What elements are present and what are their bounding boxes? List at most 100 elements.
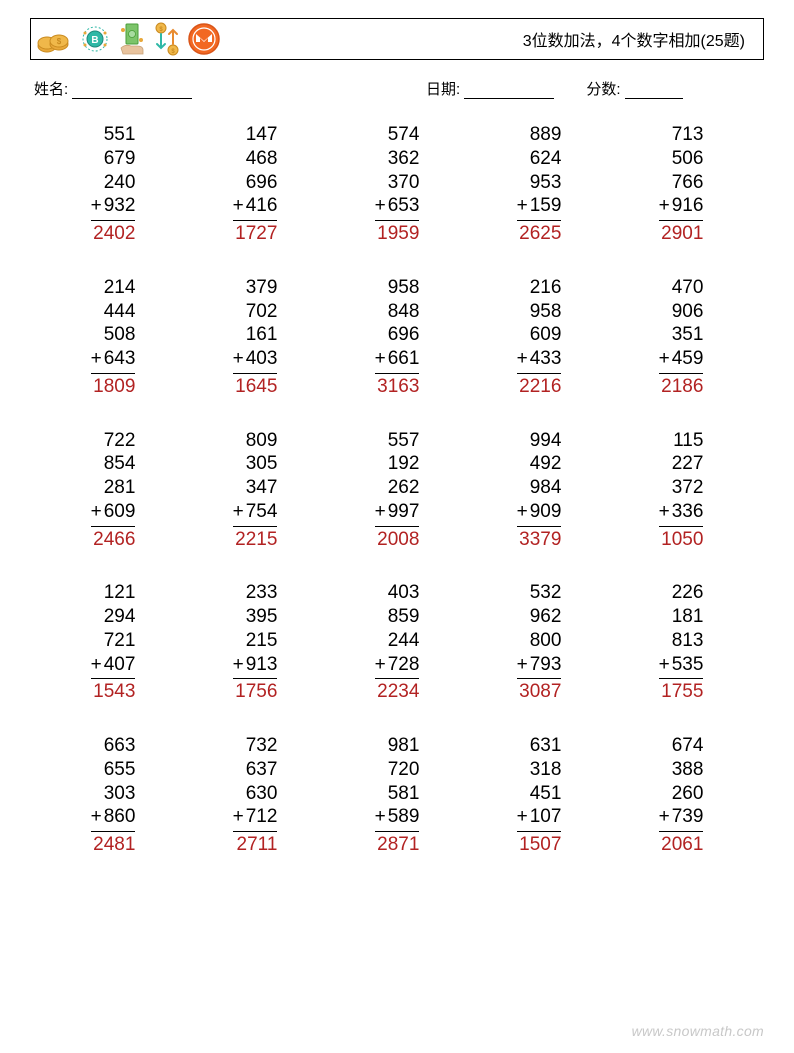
last-addend-row: +535 (659, 653, 704, 677)
sum-rule (517, 526, 562, 527)
operator: + (659, 500, 670, 524)
answer: 2234 (375, 680, 420, 704)
addend: 984 (517, 476, 562, 500)
answer: 2871 (375, 833, 420, 857)
addition-problem: 722854281+6092466 (42, 429, 184, 552)
addition-problem: 631318451+1071507 (468, 734, 610, 857)
answer: 2008 (375, 528, 420, 552)
addend: 240 (91, 171, 136, 195)
addition-problem: 713506766+9162901 (610, 123, 752, 246)
addend: 226 (659, 581, 704, 605)
answer: 1507 (517, 833, 562, 857)
sum-rule (375, 526, 420, 527)
addend: 766 (659, 171, 704, 195)
problem-stack: 574362370+6531959 (375, 123, 420, 246)
answer: 1543 (91, 680, 136, 704)
problem-stack: 470906351+4592186 (659, 276, 704, 399)
operator: + (91, 500, 102, 524)
operator: + (659, 805, 670, 829)
problem-stack: 809305347+7542215 (233, 429, 278, 552)
operator: + (375, 194, 386, 218)
addend: 506 (659, 147, 704, 171)
operator: + (233, 805, 244, 829)
last-addend-row: +336 (659, 500, 704, 524)
answer: 1645 (233, 375, 278, 399)
addend: 696 (233, 171, 278, 195)
addend: 913 (246, 653, 278, 677)
addend: 459 (672, 347, 704, 371)
sum-rule (659, 831, 704, 832)
addend: 722 (91, 429, 136, 453)
sum-rule (659, 678, 704, 679)
answer: 2901 (659, 222, 704, 246)
operator: + (517, 194, 528, 218)
sum-rule (233, 526, 278, 527)
sum-rule (517, 678, 562, 679)
operator: + (375, 805, 386, 829)
date-blank (464, 85, 554, 99)
operator: + (517, 347, 528, 371)
addend: 470 (659, 276, 704, 300)
addend: 244 (375, 629, 420, 653)
addend: 192 (375, 452, 420, 476)
answer: 3379 (517, 528, 562, 552)
addend: 303 (91, 782, 136, 806)
up-down-coins-icon: $ $ (153, 22, 181, 56)
problem-stack: 403859244+7282234 (375, 581, 420, 704)
sum-rule (375, 831, 420, 832)
addend: 233 (233, 581, 278, 605)
addend: 362 (375, 147, 420, 171)
sum-rule (91, 678, 136, 679)
answer: 2711 (233, 833, 278, 857)
sum-rule (91, 373, 136, 374)
addend: 214 (91, 276, 136, 300)
name-label: 姓名: (34, 81, 68, 98)
sum-rule (91, 220, 136, 221)
addend: 260 (659, 782, 704, 806)
last-addend-row: +909 (517, 500, 562, 524)
operator: + (375, 347, 386, 371)
operator: + (91, 194, 102, 218)
addend: 721 (91, 629, 136, 653)
addend: 161 (233, 323, 278, 347)
last-addend-row: +403 (233, 347, 278, 371)
addend: 535 (672, 653, 704, 677)
addend: 848 (375, 300, 420, 324)
addend: 958 (375, 276, 420, 300)
addend: 809 (233, 429, 278, 453)
answer: 2215 (233, 528, 278, 552)
last-addend-row: +997 (375, 500, 420, 524)
answer: 1809 (91, 375, 136, 399)
addend: 227 (659, 452, 704, 476)
problem-stack: 732637630+7122711 (233, 734, 278, 857)
addend: 347 (233, 476, 278, 500)
addition-problem: 470906351+4592186 (610, 276, 752, 399)
problem-stack: 557192262+9972008 (375, 429, 420, 552)
coins-icon: $ (37, 24, 73, 54)
last-addend-row: +643 (91, 347, 136, 371)
problem-stack: 994492984+9093379 (517, 429, 562, 552)
addition-problem: 226181813+5351755 (610, 581, 752, 704)
problem-stack: 216958609+4332216 (517, 276, 562, 399)
answer: 2402 (91, 222, 136, 246)
addend: 932 (104, 194, 136, 218)
addend: 994 (517, 429, 562, 453)
addition-problem: 889624953+1592625 (468, 123, 610, 246)
addition-problem: 674388260+7392061 (610, 734, 752, 857)
sum-rule (91, 831, 136, 832)
addend: 216 (517, 276, 562, 300)
addend: 351 (659, 323, 704, 347)
addend: 115 (659, 429, 704, 453)
sum-rule (659, 220, 704, 221)
operator: + (233, 653, 244, 677)
addition-problem: 809305347+7542215 (184, 429, 326, 552)
answer: 3087 (517, 680, 562, 704)
problem-stack: 981720581+5892871 (375, 734, 420, 857)
addition-problem: 732637630+7122711 (184, 734, 326, 857)
problem-stack: 379702161+4031645 (233, 276, 278, 399)
addend: 468 (233, 147, 278, 171)
operator: + (375, 500, 386, 524)
answer: 1050 (659, 528, 704, 552)
addend: 906 (659, 300, 704, 324)
sum-rule (375, 678, 420, 679)
